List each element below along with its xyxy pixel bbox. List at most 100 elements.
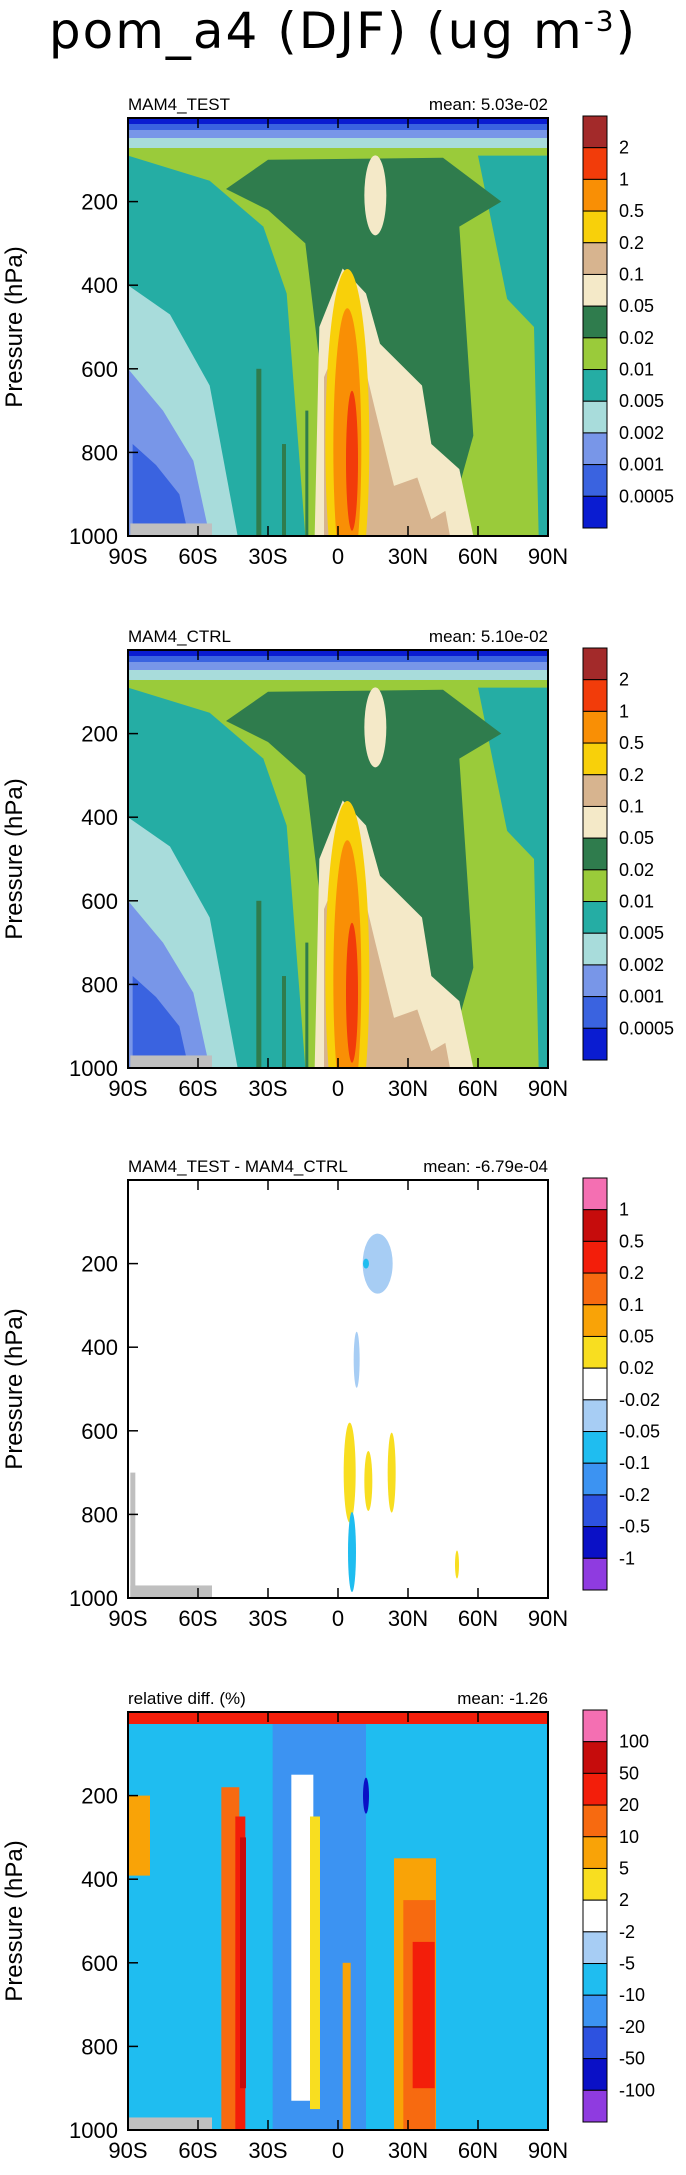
colorbar-label: 2 <box>619 138 629 158</box>
colorbar-swatch <box>582 369 608 402</box>
x-tick-label: 0 <box>332 2138 344 2163</box>
colorbar-swatch <box>582 2089 608 2123</box>
colorbar-swatch <box>582 210 608 244</box>
anomaly-pos-3 <box>364 1450 373 1511</box>
colorbar-label: 0.02 <box>619 328 654 348</box>
x-tick-label: 60S <box>178 2138 217 2163</box>
colorbar-swatch <box>582 1240 608 1274</box>
colorbar-swatch <box>582 1462 608 1496</box>
colorbar-label: 0.0005 <box>619 1018 674 1038</box>
colorbar-label: 0.01 <box>619 892 654 912</box>
y-tick-label: 400 <box>81 1335 118 1360</box>
colorbar-swatch <box>582 2026 608 2060</box>
band-pos-1 <box>221 1787 240 2130</box>
y-tick-label: 1000 <box>69 2118 118 2143</box>
y-tick-label: 200 <box>81 190 118 215</box>
colorbar-label: 0.1 <box>619 264 644 284</box>
y-tick-label: 800 <box>81 2034 118 2059</box>
y-tick-label: 200 <box>81 1784 118 1809</box>
x-tick-label: 30N <box>388 2138 428 2163</box>
missing-data <box>130 523 212 536</box>
colorbar-label: 0.001 <box>619 987 664 1007</box>
x-tick-label: 90S <box>108 544 147 569</box>
region-1 <box>346 390 358 531</box>
panel-mean: mean: -6.79e-04 <box>423 1157 548 1176</box>
y-tick-label: 800 <box>81 440 118 465</box>
x-tick-label: 90S <box>108 2138 147 2163</box>
colorbar-label: 0.1 <box>619 796 644 816</box>
colorbar-label: 0.2 <box>619 1263 644 1283</box>
patch-upper <box>364 687 387 768</box>
x-tick-label: 90N <box>528 544 568 569</box>
anomaly-neg-upper <box>362 1233 393 1294</box>
y-tick-label: 400 <box>81 273 118 298</box>
missing-data <box>130 1055 212 1068</box>
colorbar-swatch <box>582 901 608 934</box>
x-tick-label: 30S <box>248 2138 287 2163</box>
colorbar-label: -100 <box>619 2080 655 2100</box>
y-tick-label: 1000 <box>69 524 118 549</box>
colorbar-label: 2 <box>619 670 629 690</box>
panel-label: MAM4_TEST - MAM4_CTRL <box>128 1157 348 1176</box>
panel-1: 90S 60S 30S 0 30N 60N 90N 200 400 600 800 1000 Press… <box>1 95 674 569</box>
x-tick-label: 60N <box>458 1076 498 1101</box>
band-pos-9 <box>128 1795 150 1876</box>
colorbar-swatch <box>582 1272 608 1306</box>
band-pos-3 <box>240 1837 246 2089</box>
colorbar-label: 0.002 <box>619 955 664 975</box>
y-tick-label: 400 <box>81 1867 118 1892</box>
x-tick-label: 60S <box>178 544 217 569</box>
panel-label: MAM4_CTRL <box>128 627 231 646</box>
colorbar-swatch <box>582 1177 608 1211</box>
missing-data <box>128 2117 212 2130</box>
colorbar-swatch <box>582 1963 608 1996</box>
colorbar: 2 1 0.5 0.2 0.1 0.05 0.02 0.01 0.005 0.002 0.001 0.… <box>582 647 674 1061</box>
x-tick-label: 60S <box>178 1076 217 1101</box>
x-tick-label: 90S <box>108 1606 147 1631</box>
region-0.01-north <box>506 829 539 1068</box>
panel-mean: mean: 5.10e-02 <box>429 627 548 646</box>
colorbar-swatch <box>582 1526 608 1559</box>
colorbar-label: 0.05 <box>619 296 654 316</box>
streak-1 <box>256 900 262 1068</box>
contour-field <box>128 1712 548 2130</box>
colorbar-swatch <box>582 178 608 212</box>
x-tick-label: 30N <box>388 1076 428 1101</box>
colorbar-label: 0.5 <box>619 201 644 221</box>
colorbar-label: 0.02 <box>619 860 654 880</box>
panel-label: MAM4_TEST <box>128 95 230 114</box>
colorbar-label: 50 <box>619 1763 639 1783</box>
colorbar-swatch <box>582 996 608 1029</box>
figure-title: pom_a4 (DJF) (ug m-3) <box>0 2 686 60</box>
colorbar-swatch <box>582 742 608 776</box>
x-tick-label: 30N <box>388 544 428 569</box>
colorbar-label: 0.02 <box>619 1358 654 1378</box>
colorbar-label: -20 <box>619 2017 645 2037</box>
anomaly-pos-1 <box>343 1422 356 1523</box>
plot-frame <box>127 1179 549 1599</box>
colorbar-swatch <box>582 1209 608 1242</box>
colorbar-swatch <box>582 837 608 871</box>
x-tick-label: 90N <box>528 2138 568 2163</box>
x-tick-label: 30N <box>388 1606 428 1631</box>
y-tick-label: 1000 <box>69 1056 118 1081</box>
y-tick-label: 200 <box>81 722 118 747</box>
y-tick-label: 600 <box>81 1951 118 1976</box>
colorbar-swatch <box>582 679 608 712</box>
colorbar-swatch <box>582 647 608 681</box>
colorbar-swatch <box>582 932 608 966</box>
colorbar-label: 0.1 <box>619 1295 644 1315</box>
panel-4: 90S 60S 30S 0 30N 60N 90N 200 400 600 800 1000 Press… <box>1 1689 655 2163</box>
colorbar-swatch <box>582 464 608 497</box>
colorbar: 1 0.5 0.2 0.1 0.05 0.02 -0.02 -0.05 -0.1 -0.2 -0.5… <box>582 1177 660 1591</box>
streak-2 <box>282 976 286 1068</box>
colorbar-swatch <box>582 273 608 307</box>
anomaly-neg-lower <box>348 1512 356 1593</box>
colorbar-label: 0.5 <box>619 733 644 753</box>
y-axis-title: Pressure (hPa) <box>1 778 28 939</box>
colorbar-swatch <box>582 305 608 339</box>
colorbar-swatch <box>582 432 608 466</box>
y-tick-label: 800 <box>81 1502 118 1527</box>
colorbar-swatch <box>582 869 608 903</box>
